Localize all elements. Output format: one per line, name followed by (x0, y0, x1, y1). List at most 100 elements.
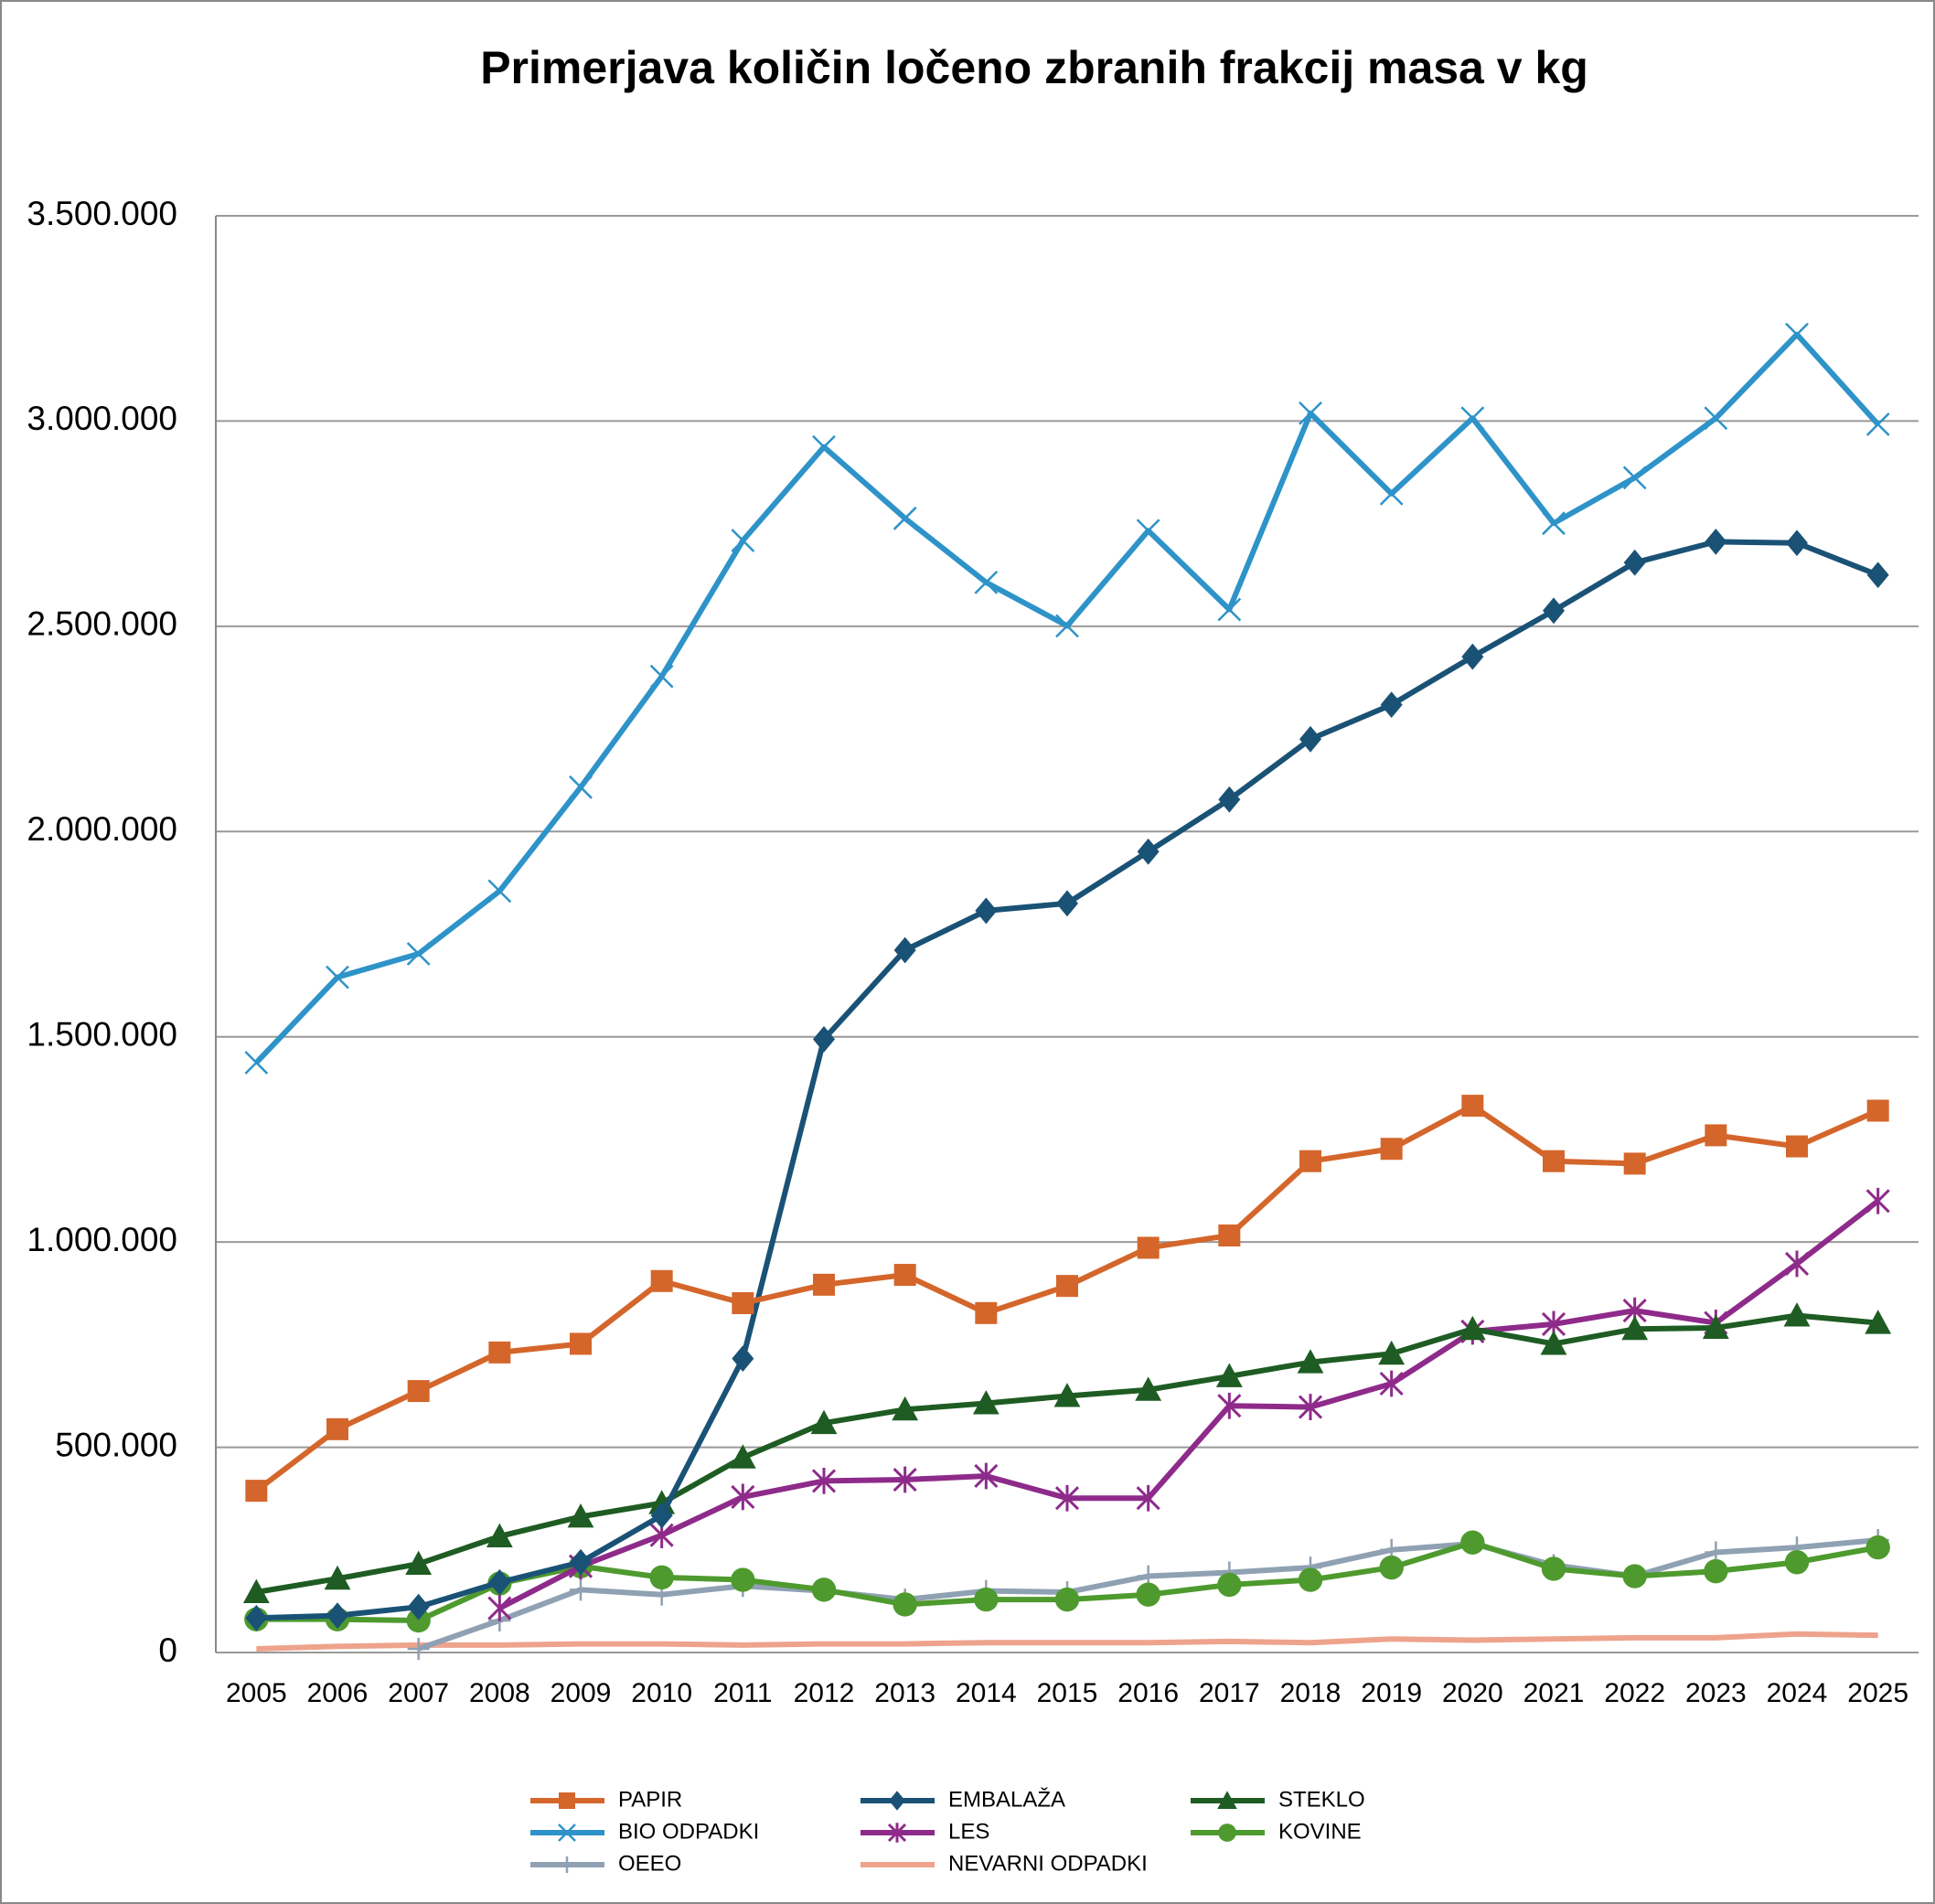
marker (326, 1417, 348, 1440)
marker (1704, 1558, 1728, 1584)
marker (1054, 1484, 1080, 1512)
marker (1786, 529, 1808, 557)
series-line (256, 1631, 1878, 1652)
x-tick-label: 2012 (794, 1678, 855, 1708)
marker (732, 1292, 754, 1315)
marker (1622, 1564, 1647, 1588)
marker (1866, 1187, 1890, 1214)
legend-marker (1218, 1824, 1236, 1842)
marker (1783, 1302, 1811, 1327)
marker (1461, 1095, 1484, 1118)
marker (1217, 1392, 1242, 1419)
marker (570, 1578, 592, 1601)
marker (893, 1264, 916, 1287)
legend-marker (889, 1791, 905, 1811)
marker (1542, 511, 1566, 536)
y-tick-label: 3.000.000 (27, 400, 177, 437)
marker (974, 570, 999, 594)
marker (1218, 786, 1241, 813)
y-tick-label: 1.000.000 (27, 1221, 177, 1258)
marker (244, 1051, 269, 1075)
x-tick-label: 2020 (1442, 1678, 1503, 1708)
series (245, 528, 1889, 1631)
x-tick-label: 2014 (956, 1678, 1017, 1708)
marker (729, 1444, 756, 1469)
marker (1056, 890, 1078, 917)
marker (1136, 1484, 1160, 1512)
legend-label: PAPIR (618, 1787, 682, 1812)
marker (732, 1345, 754, 1373)
series (242, 1302, 1892, 1604)
legend-label: LES (948, 1819, 989, 1844)
marker (407, 1593, 430, 1621)
marker (1299, 725, 1321, 753)
marker (650, 1269, 673, 1292)
x-tick-label: 2013 (874, 1678, 935, 1708)
marker (972, 1390, 1000, 1415)
marker (1297, 1349, 1324, 1374)
marker (407, 1637, 430, 1660)
marker (1378, 1340, 1406, 1365)
marker (487, 1595, 512, 1621)
y-tick-label: 0 (158, 1631, 177, 1669)
marker (406, 1608, 431, 1633)
marker (1460, 406, 1485, 431)
y-tick-label: 1.500.000 (27, 1015, 177, 1053)
marker (1380, 1138, 1403, 1161)
x-tick-label: 2024 (1767, 1678, 1828, 1708)
series (245, 1095, 1889, 1503)
marker (1702, 1314, 1729, 1339)
marker (570, 1332, 592, 1355)
legend-label: KOVINE (1278, 1819, 1362, 1844)
marker (974, 1587, 999, 1612)
marker (1055, 614, 1079, 638)
marker (731, 529, 755, 552)
marker (812, 434, 836, 459)
marker (813, 1026, 835, 1053)
x-tick-label: 2023 (1685, 1678, 1747, 1708)
x-tick-label: 2025 (1847, 1678, 1908, 1708)
marker (326, 965, 349, 989)
chart-title: Primerjava količin ločeno zbranih frakci… (480, 42, 1588, 93)
marker (1217, 1572, 1242, 1598)
marker (975, 1301, 998, 1324)
marker (731, 1567, 755, 1592)
marker (1379, 1370, 1404, 1397)
marker (1380, 691, 1403, 718)
legend-label: STEKLO (1278, 1787, 1365, 1812)
marker (405, 1550, 433, 1576)
marker (1866, 1099, 1889, 1122)
marker (1053, 1383, 1081, 1407)
marker (1215, 1363, 1243, 1387)
marker (731, 1483, 755, 1511)
marker (1299, 1150, 1321, 1172)
x-tick-label: 2007 (388, 1678, 449, 1708)
legend-marker (558, 1824, 576, 1842)
marker (324, 1565, 351, 1590)
legend-label: BIO ODPADKI (618, 1819, 759, 1844)
marker (1621, 1315, 1649, 1341)
marker (1623, 1152, 1646, 1175)
marker (810, 1409, 838, 1435)
marker (1136, 1582, 1160, 1607)
series (244, 322, 1890, 1075)
marker (650, 1502, 673, 1529)
x-tick-label: 2011 (713, 1678, 773, 1708)
x-tick-label: 2008 (469, 1678, 530, 1708)
marker (1623, 549, 1646, 576)
marker (1543, 597, 1565, 625)
x-tick-label: 2009 (551, 1678, 612, 1708)
marker (811, 1467, 837, 1494)
marker (1379, 1555, 1404, 1580)
y-tick-label: 2.000.000 (27, 810, 177, 848)
marker (242, 1578, 270, 1604)
marker (974, 1462, 999, 1490)
marker (486, 1523, 513, 1547)
x-tick-label: 2022 (1604, 1678, 1665, 1708)
marker (1459, 1315, 1486, 1341)
marker (326, 1602, 348, 1630)
marker (1136, 519, 1160, 543)
x-tick-label: 2015 (1037, 1678, 1098, 1708)
